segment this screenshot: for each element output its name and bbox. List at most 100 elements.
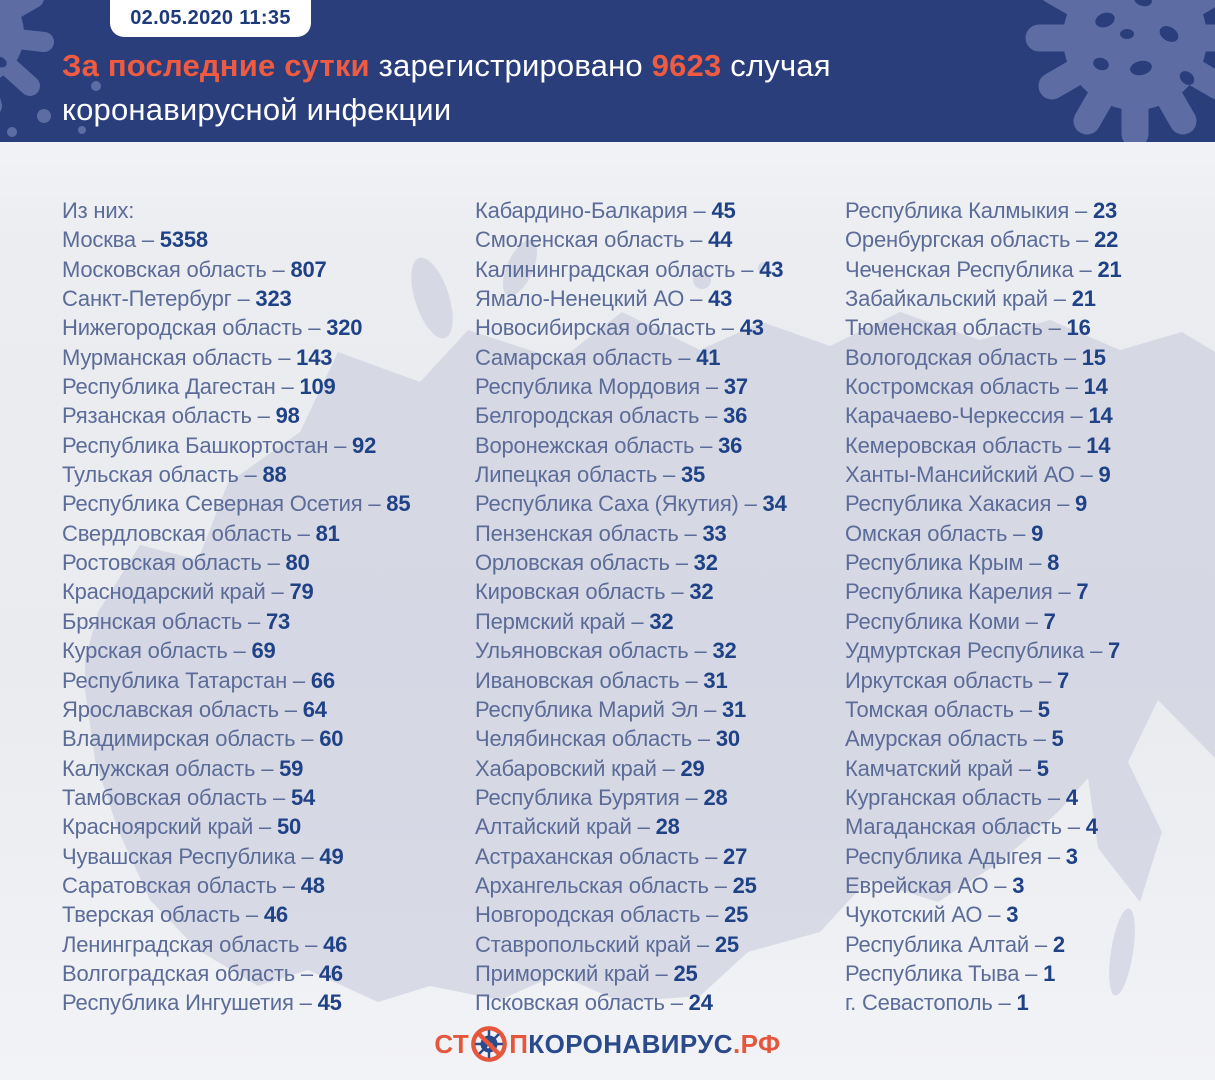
region-value: 8 bbox=[1047, 550, 1060, 576]
region-row: Тамбовская область – 54 bbox=[62, 783, 475, 812]
virus-decoration-left bbox=[0, 0, 54, 112]
region-name: Приморский край – bbox=[475, 960, 674, 986]
region-name: Рязанская область – bbox=[62, 403, 276, 429]
region-row: Орловская область – 32 bbox=[475, 548, 845, 577]
region-row: Свердловская область – 81 bbox=[62, 519, 475, 548]
region-name: Свердловская область – bbox=[62, 520, 316, 546]
region-name: Тульская область – bbox=[62, 462, 263, 488]
region-name: Камчатский край – bbox=[845, 755, 1037, 781]
region-row: Иркутская область – 7 bbox=[845, 666, 1215, 695]
region-name: Белгородская область – bbox=[475, 403, 724, 429]
region-name: Мурманская область – bbox=[62, 344, 297, 370]
region-row: Нижегородская область – 320 bbox=[62, 313, 475, 342]
region-value: 16 bbox=[1066, 315, 1091, 341]
header-dots bbox=[7, 81, 101, 137]
region-row: Республика Северная Осетия – 85 bbox=[62, 489, 475, 518]
region-name: Москва – bbox=[62, 227, 160, 253]
region-name: Тамбовская область – bbox=[62, 784, 291, 810]
region-name: Кировская область – bbox=[475, 579, 690, 605]
region-name: Волгоградская область – bbox=[62, 960, 319, 986]
region-value: 7 bbox=[1076, 579, 1089, 605]
region-name: Республика Коми – bbox=[845, 608, 1044, 634]
region-name: Липецкая область – bbox=[475, 462, 681, 488]
region-row: Курганская область – 4 bbox=[845, 783, 1215, 812]
title-accent-segment: 9623 bbox=[651, 48, 722, 83]
region-row: Амурская область – 5 bbox=[845, 724, 1215, 753]
region-name: Брянская область – bbox=[62, 608, 266, 634]
region-value: 49 bbox=[319, 843, 344, 869]
region-value: 23 bbox=[1093, 198, 1118, 223]
region-row: Республика Бурятия – 28 bbox=[475, 783, 845, 812]
header: 02.05.2020 11:35 За последние сутки заре… bbox=[0, 0, 1215, 142]
logo-text-prefix: СТ bbox=[434, 1028, 470, 1059]
region-row: Вологодская область – 15 bbox=[845, 343, 1215, 372]
region-value: 7 bbox=[1108, 638, 1121, 664]
region-row: Карачаево-Черкессия – 14 bbox=[845, 401, 1215, 430]
region-value: 5358 bbox=[159, 227, 208, 253]
region-value: 43 bbox=[708, 286, 733, 312]
region-value: 37 bbox=[723, 374, 748, 400]
region-row: Ставропольский край – 25 bbox=[475, 930, 845, 959]
region-value: 4 bbox=[1085, 814, 1098, 840]
region-row: Чеченская Республика – 21 bbox=[845, 255, 1215, 284]
region-row: Псковская область – 24 bbox=[475, 988, 845, 1017]
region-row: Калужская область – 59 bbox=[62, 754, 475, 783]
region-value: 27 bbox=[723, 843, 748, 869]
region-name: Курская область – bbox=[62, 638, 252, 664]
region-name: Пермский край – bbox=[475, 608, 650, 634]
region-name: Еврейская АО – bbox=[845, 872, 1013, 898]
region-value: 64 bbox=[302, 696, 327, 722]
region-value: 98 bbox=[275, 403, 300, 429]
region-name: Ростовская область – bbox=[62, 550, 286, 576]
region-row: Рязанская область – 98 bbox=[62, 401, 475, 430]
region-value: 3 bbox=[1006, 902, 1019, 928]
region-value: 3 bbox=[1065, 843, 1078, 869]
region-name: Новосибирская область – bbox=[475, 315, 740, 341]
region-value: 85 bbox=[386, 491, 411, 517]
region-value: 24 bbox=[688, 990, 713, 1016]
region-row: Республика Калмыкия – 23 bbox=[845, 196, 1215, 225]
region-name: Республика Марий Эл – bbox=[475, 696, 723, 722]
header-decorations bbox=[0, 0, 1215, 142]
region-name: Кемеровская область – bbox=[845, 432, 1087, 458]
region-row: Томская область – 5 bbox=[845, 695, 1215, 724]
region-value: 143 bbox=[296, 344, 333, 370]
region-name: Кабардино-Балкария – bbox=[475, 198, 712, 223]
region-value: 31 bbox=[703, 667, 728, 693]
region-name: Псковская область – bbox=[475, 990, 689, 1016]
region-value: 28 bbox=[703, 784, 728, 810]
region-name: г. Севастополь – bbox=[845, 990, 1017, 1016]
region-value: 46 bbox=[318, 960, 343, 986]
region-name: Ивановская область – bbox=[475, 667, 704, 693]
stopcoronavirus-logo: СТ П КОРОНАВИРУС .РФ bbox=[0, 1025, 1215, 1063]
region-name: Забайкальский край – bbox=[845, 286, 1072, 312]
region-value: 25 bbox=[673, 960, 698, 986]
intro-label: Из них: bbox=[62, 198, 135, 223]
region-name: Томская область – bbox=[845, 696, 1038, 722]
region-value: 81 bbox=[315, 520, 340, 546]
region-name: Удмуртская Республика – bbox=[845, 638, 1109, 664]
region-row: Чукотский АО – 3 bbox=[845, 900, 1215, 929]
region-name: Владимирская область – bbox=[62, 726, 320, 752]
region-name: Республика Крым – bbox=[845, 550, 1048, 576]
timestamp-badge: 02.05.2020 11:35 bbox=[110, 0, 311, 37]
region-columns: Из них: Москва – 5358 Московская область –… bbox=[62, 196, 1215, 1018]
region-value: 46 bbox=[263, 902, 288, 928]
region-row: Омская область – 9 bbox=[845, 519, 1215, 548]
region-row: Ямало-Ненецкий АО – 43 bbox=[475, 284, 845, 313]
region-row: Ульяновская область – 32 bbox=[475, 636, 845, 665]
region-name: Омская область – bbox=[845, 520, 1032, 546]
region-value: 3 bbox=[1012, 872, 1025, 898]
virus-decoration-right bbox=[1025, 0, 1215, 142]
region-name: Амурская область – bbox=[845, 726, 1052, 752]
region-name: Ханты-Мансийский АО – bbox=[845, 462, 1099, 488]
region-name: Ставропольский край – bbox=[475, 931, 715, 957]
region-value: 21 bbox=[1097, 256, 1122, 282]
region-name: Краснодарский край – bbox=[62, 579, 290, 605]
region-value: 88 bbox=[262, 462, 287, 488]
region-value: 35 bbox=[680, 462, 706, 488]
region-value: 323 bbox=[255, 286, 292, 312]
region-row: Краснодарский край – 79 bbox=[62, 577, 475, 606]
region-value: 15 bbox=[1081, 344, 1106, 370]
page-title: За последние сутки зарегистрировано 9623… bbox=[62, 44, 831, 132]
